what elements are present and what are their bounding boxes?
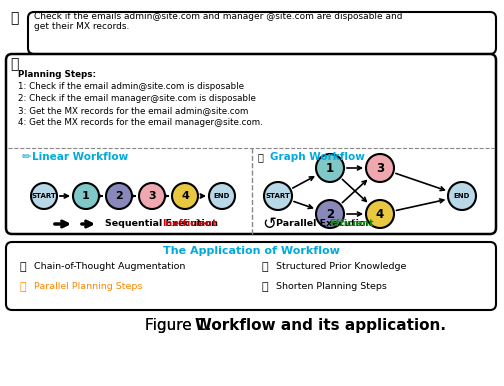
Circle shape [106, 183, 132, 209]
Text: 1: 1 [326, 161, 334, 174]
Text: Structured Prior Knowledge: Structured Prior Knowledge [276, 262, 406, 271]
Circle shape [31, 183, 57, 209]
Text: Linear Workflow: Linear Workflow [32, 152, 128, 162]
Text: 1: 1 [82, 191, 90, 201]
Text: 2: 2 [115, 191, 123, 201]
Text: 1: Check if the email admin@site.com is disposable: 1: Check if the email admin@site.com is … [18, 82, 244, 91]
Text: 3: 3 [148, 191, 156, 201]
Text: START: START [32, 193, 56, 199]
Text: END: END [214, 193, 230, 199]
Text: END: END [454, 193, 470, 199]
Text: Workflow and its application.: Workflow and its application. [195, 318, 446, 333]
Text: Parallel Planning Steps: Parallel Planning Steps [34, 282, 142, 291]
Text: 🔄: 🔄 [20, 282, 27, 292]
Circle shape [366, 154, 394, 182]
Text: 3: Get the MX records for the email admin@site.com: 3: Get the MX records for the email admi… [18, 106, 248, 115]
Text: 🛠: 🛠 [258, 152, 264, 162]
FancyBboxPatch shape [28, 12, 496, 54]
Text: Check if the emails admin@site.com and manager @site.com are disposable and
get : Check if the emails admin@site.com and m… [34, 12, 403, 31]
Text: 4: 4 [181, 191, 189, 201]
Text: Chain-of-Thought Augmentation: Chain-of-Thought Augmentation [34, 262, 185, 271]
Text: Planning Steps:: Planning Steps: [18, 70, 96, 79]
Text: 👤: 👤 [10, 11, 18, 25]
Text: 🤖: 🤖 [10, 57, 18, 71]
Text: Efficient: Efficient [329, 220, 373, 229]
Text: Figure 1:: Figure 1: [145, 318, 216, 333]
Text: 🏛: 🏛 [262, 262, 269, 272]
Text: 2: Check if the email manager@site.com is disposable: 2: Check if the email manager@site.com i… [18, 94, 256, 103]
Text: Shorten Planning Steps: Shorten Planning Steps [276, 282, 387, 291]
Circle shape [366, 200, 394, 228]
Circle shape [316, 154, 344, 182]
Circle shape [172, 183, 198, 209]
Text: Inefficient: Inefficient [162, 220, 217, 229]
Text: Figure 1:: Figure 1: [145, 318, 216, 333]
Text: 📋: 📋 [20, 262, 27, 272]
Text: The Application of Workflow: The Application of Workflow [163, 246, 339, 256]
Circle shape [264, 182, 292, 210]
Circle shape [209, 183, 235, 209]
Text: 4: Get the MX records for the email manager@site.com.: 4: Get the MX records for the email mana… [18, 118, 263, 127]
Circle shape [316, 200, 344, 228]
Circle shape [139, 183, 165, 209]
Circle shape [448, 182, 476, 210]
Text: 2: 2 [326, 208, 334, 220]
Text: Sequential Execution: Sequential Execution [105, 220, 221, 229]
Text: Graph Workflow: Graph Workflow [270, 152, 365, 162]
Text: 📌: 📌 [262, 282, 269, 292]
Circle shape [73, 183, 99, 209]
Text: ✏: ✏ [22, 152, 31, 162]
Text: 3: 3 [376, 161, 384, 174]
Text: ↺: ↺ [262, 215, 276, 233]
FancyBboxPatch shape [6, 54, 496, 234]
Text: Parallel Execution: Parallel Execution [276, 220, 375, 229]
FancyBboxPatch shape [6, 242, 496, 310]
Text: 4: 4 [376, 208, 384, 220]
Text: START: START [266, 193, 290, 199]
